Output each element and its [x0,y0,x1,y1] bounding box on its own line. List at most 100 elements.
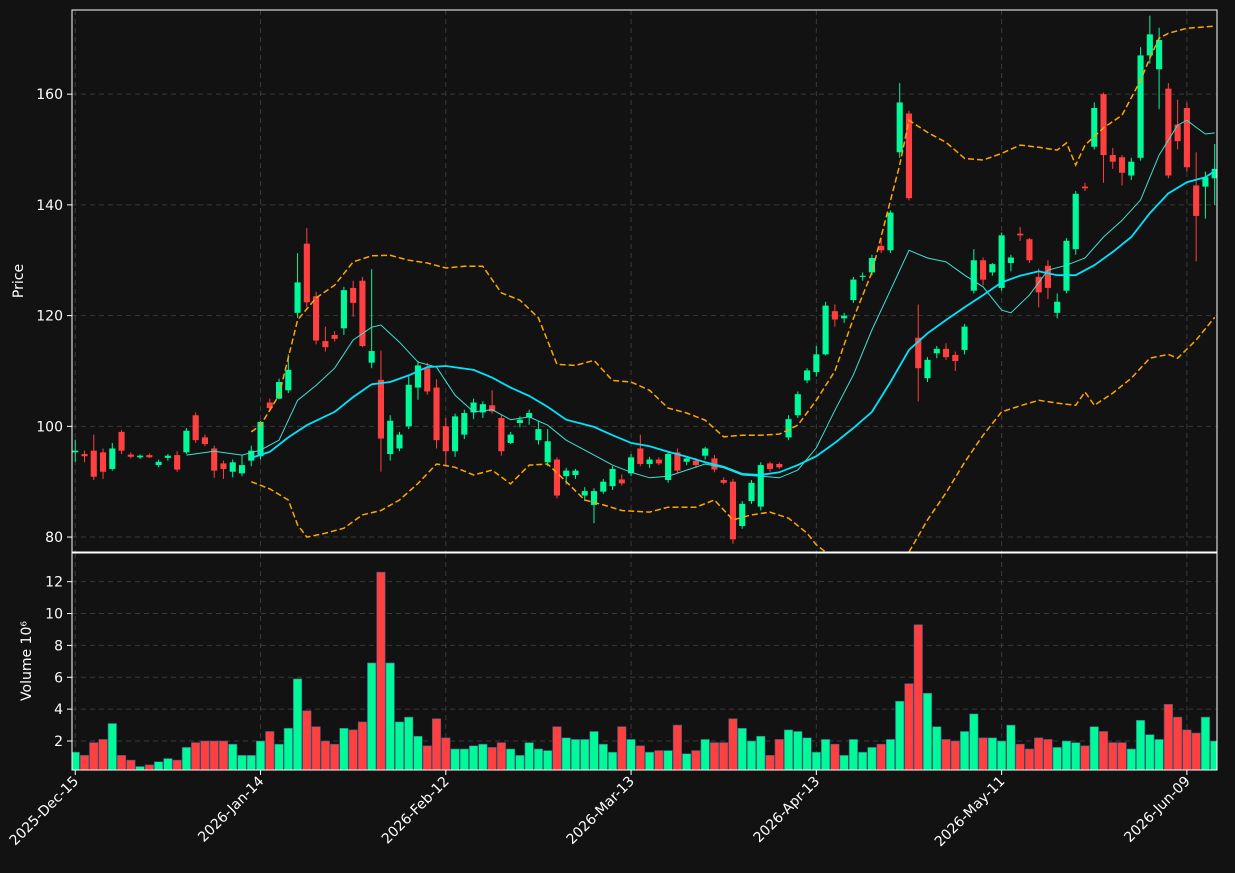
volume-bar [867,747,877,770]
volume-bar [385,662,395,770]
candle-body [989,264,996,273]
y-tick-label: 6 [54,670,63,686]
candle-body [600,481,607,492]
candle-body [924,359,931,379]
candle-body [340,290,347,329]
candle-body [72,450,79,453]
volume-bar [172,759,182,770]
candle-body [322,341,329,348]
candle-body [1081,186,1089,189]
candle-body [980,260,987,280]
volume-bar [237,755,247,770]
candle-body [942,348,950,358]
volume-bar [1154,739,1164,770]
volume-bar [682,753,692,770]
candle-body [794,394,801,416]
volume-bar [135,766,145,770]
volume-bar [1191,732,1201,770]
volume-bar [431,718,442,770]
volume-bar [997,740,1007,770]
candle-body [211,448,218,471]
volume-bar [895,700,905,770]
volume-bar [960,731,970,770]
volume-bar [885,739,896,770]
candle-body [257,421,264,457]
overlays [186,25,1216,552]
candle-body [266,402,273,409]
candle-body [387,420,394,455]
candle-body [313,296,320,341]
candle-body [655,459,662,464]
volume-bar [478,743,488,770]
volume-bar [570,739,581,770]
volume-bar [107,723,117,770]
volume-bar [645,751,655,770]
candle-body [507,434,514,443]
volume-bar [1006,724,1016,770]
candle-body [702,448,709,456]
candle-body [1035,276,1042,293]
candle-body [118,431,125,451]
y-tick-label: 140 [36,198,63,214]
candle-body [748,482,755,502]
volume-bar [626,739,636,770]
candle-body [183,430,190,453]
volume-bar [293,678,303,770]
y-tick-label: 80 [45,530,63,546]
volume-bar [144,764,154,770]
volume-bar [858,751,868,770]
candle-body [424,368,431,392]
volume-bar [1043,739,1053,770]
volume-bar [246,755,256,770]
volume-bar [1089,726,1099,770]
volume-bar [274,743,284,770]
volume-bar [709,742,720,770]
candle-body [933,348,940,354]
candle-body [637,448,644,464]
volume-bar [515,755,525,770]
volume-bar [552,726,562,770]
volume-bar [737,727,747,770]
volume-bar [1080,745,1090,770]
candle-body [1054,301,1061,313]
volume-bar [524,742,534,770]
volume-bar [126,759,136,770]
volume-bar [376,571,386,770]
volume-bar [441,737,451,770]
volume-bar [404,716,414,770]
volume-bar [506,748,516,770]
candle-body [1091,107,1098,147]
y-tick-label: 100 [36,419,63,435]
volume-bar [116,755,127,770]
candle-body [563,470,570,477]
candle-body [785,419,792,438]
volume-bar [367,662,377,770]
volume-bar [607,751,618,770]
candle-body [1026,239,1033,261]
y-tick-label: 4 [54,702,63,718]
candle-body [905,113,913,199]
candle-body [137,455,144,458]
volume-bar [913,624,923,770]
candle-body [461,413,468,435]
candle-body [350,287,357,303]
volume-bar [922,692,933,770]
volume-bar [422,745,432,770]
candle-body [729,481,737,540]
candle-body [952,354,959,361]
volume-bar [830,743,840,770]
volume-bar [1052,747,1062,770]
candle-body [1146,34,1153,56]
volume-bar [163,758,173,770]
y-tick-label: 2 [54,734,63,750]
volume-bar [932,726,942,770]
volume-bar [589,731,599,770]
volume-bar [1024,748,1034,770]
candle-body [275,382,283,399]
candle-body [804,370,811,381]
candle-body [813,354,820,373]
candle-body [683,458,690,462]
volume-bar [1015,743,1025,770]
candle-body [887,212,894,251]
candle-body [998,235,1005,288]
